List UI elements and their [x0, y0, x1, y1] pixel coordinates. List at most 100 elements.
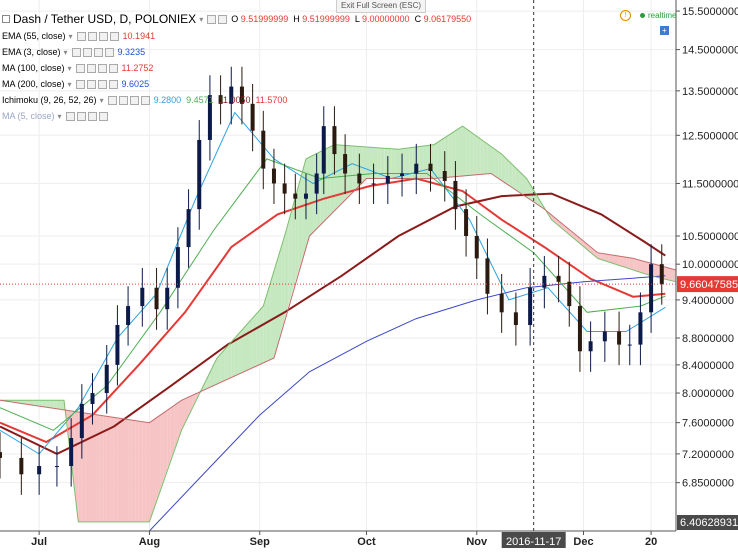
candle-body: [499, 293, 504, 313]
close-icon[interactable]: [108, 79, 118, 89]
cloud-segment: [398, 148, 403, 179]
indicator-menu-arrow-icon[interactable]: ▾: [63, 47, 68, 57]
cloud-segment: [85, 412, 89, 522]
cloud-segment: [590, 246, 595, 256]
candle-body: [332, 126, 337, 155]
cloud-segment: [633, 258, 637, 272]
cloud-segment: [46, 400, 50, 408]
indicator-row[interactable]: EMA (55, close) ▾ 10.1941: [2, 28, 476, 44]
close-icon[interactable]: [140, 95, 150, 105]
indicator-buttons: [107, 95, 150, 105]
cloud-segment: [608, 254, 612, 264]
cloud-segment: [434, 142, 438, 179]
eye-icon[interactable]: [71, 47, 81, 57]
cloud-segment: [636, 259, 641, 273]
exit-full-screen-button[interactable]: Exit Full Screen (ESC): [336, 0, 427, 13]
cloud-segment: [501, 154, 506, 183]
indicator-menu-arrow-icon[interactable]: ▾: [67, 79, 72, 89]
cloud-segment: [508, 160, 513, 188]
settings-icon[interactable]: [82, 47, 92, 57]
indicator-row[interactable]: MA (100, close) ▾ 11.2752: [2, 60, 476, 76]
eye-icon[interactable]: [76, 31, 86, 41]
settings-icon[interactable]: [86, 63, 96, 73]
add-indicator-icon[interactable]: +: [660, 26, 669, 35]
add-icon[interactable]: [93, 47, 103, 57]
close-icon[interactable]: [98, 111, 108, 121]
cloud-segment: [117, 417, 121, 522]
eye-icon[interactable]: [65, 111, 75, 121]
settings-icon[interactable]: [87, 31, 97, 41]
indicator-value: 9.6025: [121, 79, 150, 89]
cloud-segment: [444, 135, 449, 178]
cloud-segment: [185, 396, 189, 423]
candles: [0, 66, 664, 495]
close-icon[interactable]: [104, 47, 114, 57]
cloud-segment: [629, 257, 634, 270]
close-icon[interactable]: [108, 63, 118, 73]
cloud-segment: [298, 171, 303, 270]
add-icon[interactable]: [97, 63, 107, 73]
symbol-buttons: [207, 14, 228, 24]
eye-icon[interactable]: [75, 63, 85, 73]
close-icon[interactable]: [218, 14, 228, 24]
eye-icon[interactable]: [75, 79, 85, 89]
indicator-row[interactable]: EMA (3, close) ▾ 9.3235: [2, 44, 476, 60]
add-icon[interactable]: [98, 31, 108, 41]
cloud-segment: [277, 247, 282, 345]
cloud-segment: [120, 418, 125, 522]
add-icon[interactable]: [87, 111, 97, 121]
warning-icon[interactable]: !: [620, 10, 631, 21]
cloud-segment: [458, 126, 463, 177]
cloud-segment: [113, 417, 118, 522]
senkou-b-line: [0, 172, 677, 424]
indicator-menu-arrow-icon[interactable]: ▾: [68, 31, 73, 41]
symbol-menu-arrow-icon[interactable]: ▾: [199, 14, 204, 24]
indicator-row[interactable]: Ichimoku (9, 26, 52, 26) ▾ 9.2800 9.4571 11.…: [2, 92, 476, 108]
close-icon[interactable]: [109, 31, 119, 41]
crosshair-date-label: 2016-11-17: [506, 536, 561, 548]
eye-icon[interactable]: [107, 95, 117, 105]
cloud-segment: [206, 371, 210, 389]
indicator-row[interactable]: MA (200, close) ▾ 9.6025: [2, 76, 476, 92]
cloud-segment: [32, 400, 36, 406]
cloud-segment: [177, 400, 182, 440]
cloud-segment: [512, 164, 516, 190]
indicator-buttons: [65, 111, 108, 121]
indicator-value: 11.0050: [218, 95, 251, 105]
cloud-segment: [441, 137, 445, 178]
cloud-segment: [160, 412, 164, 490]
settings-icon[interactable]: [86, 79, 96, 89]
cloud-segment: [78, 411, 82, 522]
realtime-dot-icon: [640, 13, 645, 18]
add-icon[interactable]: [129, 95, 139, 105]
indicator-menu-arrow-icon[interactable]: ▾: [57, 111, 62, 121]
add-icon[interactable]: [97, 79, 107, 89]
collapse-legend-icon[interactable]: [2, 15, 10, 23]
cloud-segment: [562, 223, 566, 232]
cloud-segment: [110, 416, 114, 522]
indicator-menu-arrow-icon[interactable]: ▾: [99, 95, 104, 105]
indicator-row[interactable]: MA (5, close) ▾: [2, 108, 476, 124]
y-tick-label: 8.0000000: [682, 388, 734, 400]
settings-icon[interactable]: [118, 95, 128, 105]
settings-icon[interactable]: [76, 111, 86, 121]
bottom-price-box: [677, 515, 738, 530]
indicator-menu-arrow-icon[interactable]: ▾: [67, 63, 72, 73]
cloud-segment: [572, 231, 577, 241]
y-tick-label: 9.4000000: [682, 295, 734, 307]
cloud-segment: [288, 209, 292, 307]
cloud-segment: [338, 144, 342, 207]
time-axis[interactable]: Jul Aug Sep Oct Nov Dec 20 2016-11-17: [0, 530, 676, 548]
settings-icon[interactable]: [207, 14, 217, 24]
y-tick-label: 13.5000000: [682, 86, 738, 98]
cloud-segment: [579, 237, 584, 247]
candle-body: [577, 306, 582, 352]
candle-body: [428, 163, 433, 172]
cloud-segment: [103, 415, 107, 522]
cloud-segment: [405, 147, 410, 179]
indicator-value: 10.1941: [122, 31, 156, 41]
cloud-segment: [409, 147, 413, 179]
